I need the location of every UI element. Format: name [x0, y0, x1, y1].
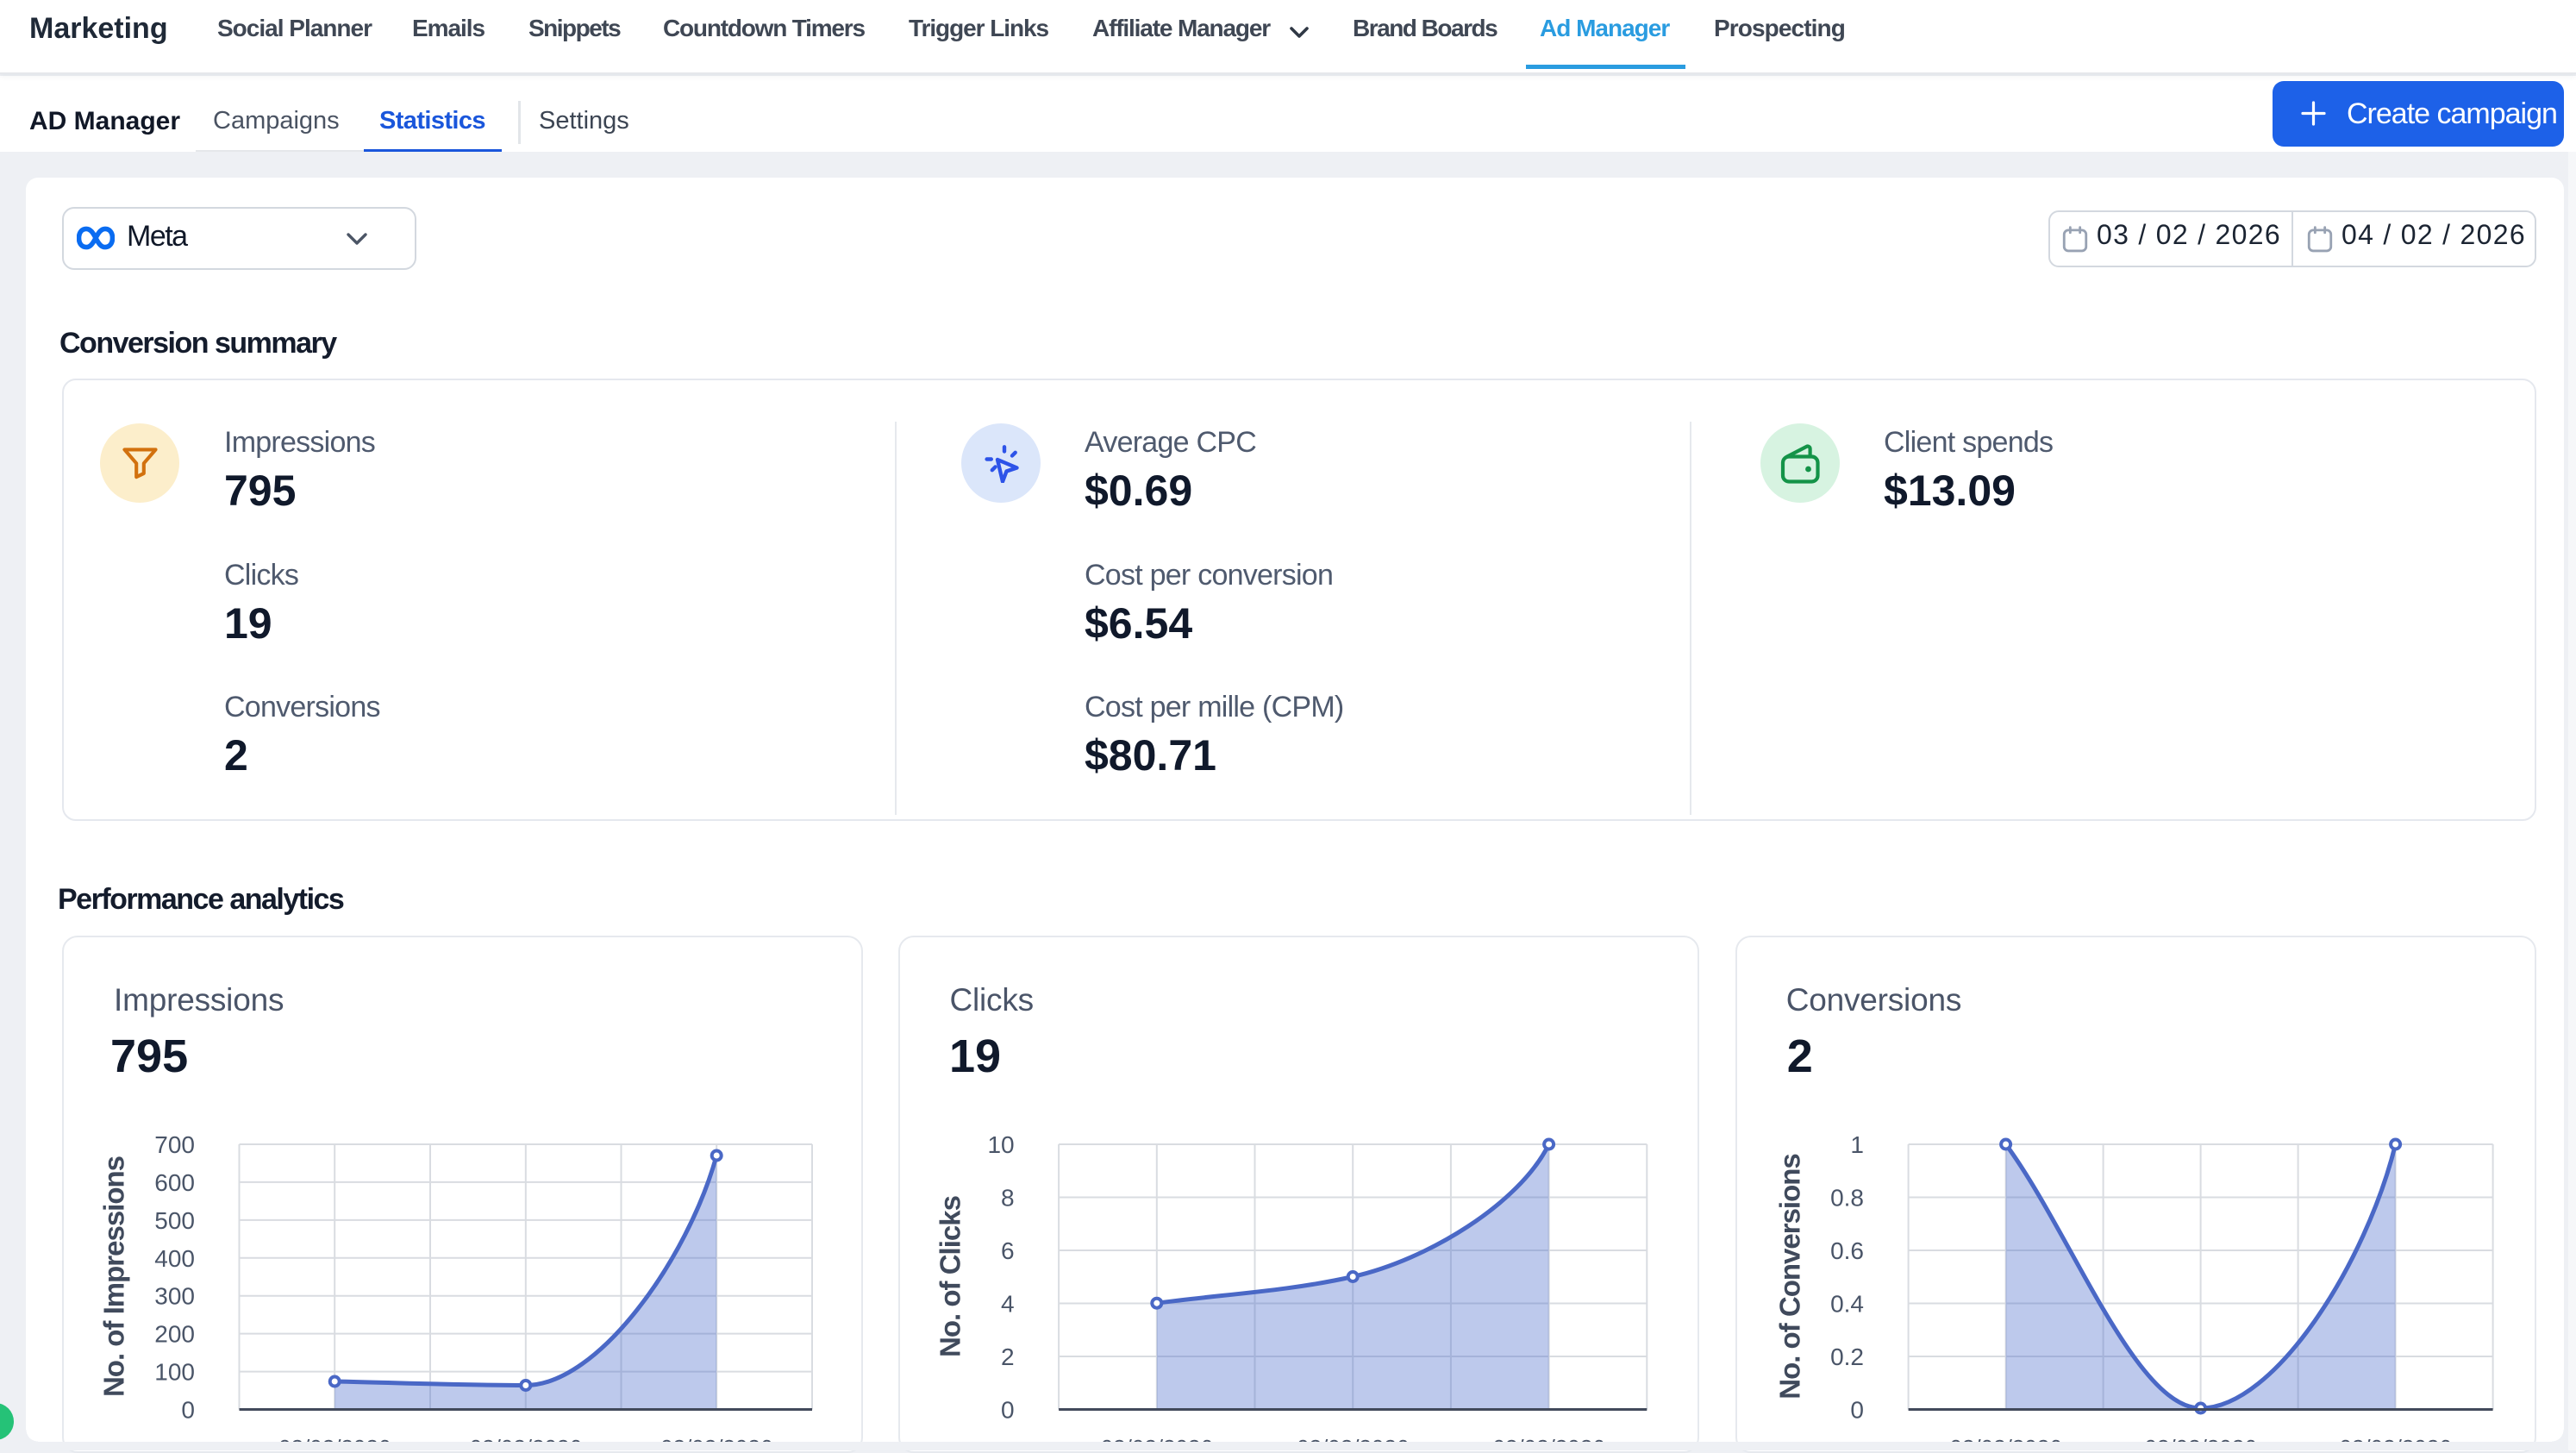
svg-text:10: 10	[987, 1131, 1014, 1158]
svg-text:0.6: 0.6	[1830, 1237, 1864, 1264]
svg-text:03/02/2026: 03/02/2026	[660, 1435, 772, 1450]
svg-text:8: 8	[1001, 1185, 1015, 1212]
svg-text:500: 500	[154, 1207, 195, 1234]
svg-text:No. of Conversions: No. of Conversions	[1774, 1154, 1806, 1400]
svg-text:0: 0	[1850, 1397, 1864, 1424]
svg-text:No. of Impressions: No. of Impressions	[98, 1156, 130, 1397]
svg-text:700: 700	[154, 1131, 195, 1158]
svg-text:100: 100	[154, 1359, 195, 1386]
svg-text:0.2: 0.2	[1830, 1343, 1864, 1370]
svg-text:6: 6	[1001, 1237, 1015, 1264]
svg-text:0.4: 0.4	[1830, 1291, 1864, 1318]
svg-text:4: 4	[1001, 1291, 1015, 1318]
svg-text:03/02/2026: 03/02/2026	[1101, 1435, 1213, 1450]
svg-text:No. of Clicks: No. of Clicks	[935, 1196, 966, 1357]
svg-text:2: 2	[1001, 1343, 1015, 1370]
svg-text:03/02/2026: 03/02/2026	[1493, 1435, 1605, 1450]
svg-text:400: 400	[154, 1245, 195, 1272]
svg-text:0.8: 0.8	[1830, 1185, 1864, 1212]
svg-text:0: 0	[181, 1397, 195, 1424]
svg-text:03/02/2026: 03/02/2026	[2145, 1435, 2257, 1450]
svg-text:03/02/2026: 03/02/2026	[2340, 1435, 2452, 1450]
svg-text:03/02/2026: 03/02/2026	[1950, 1435, 2062, 1450]
svg-text:03/02/2026: 03/02/2026	[1297, 1435, 1409, 1450]
svg-text:600: 600	[154, 1169, 195, 1196]
svg-text:03/02/2026: 03/02/2026	[470, 1435, 582, 1450]
svg-text:300: 300	[154, 1283, 195, 1310]
svg-text:1: 1	[1850, 1131, 1864, 1158]
svg-text:03/02/2026: 03/02/2026	[278, 1435, 391, 1450]
svg-text:0: 0	[1001, 1397, 1015, 1424]
svg-text:200: 200	[154, 1321, 195, 1348]
